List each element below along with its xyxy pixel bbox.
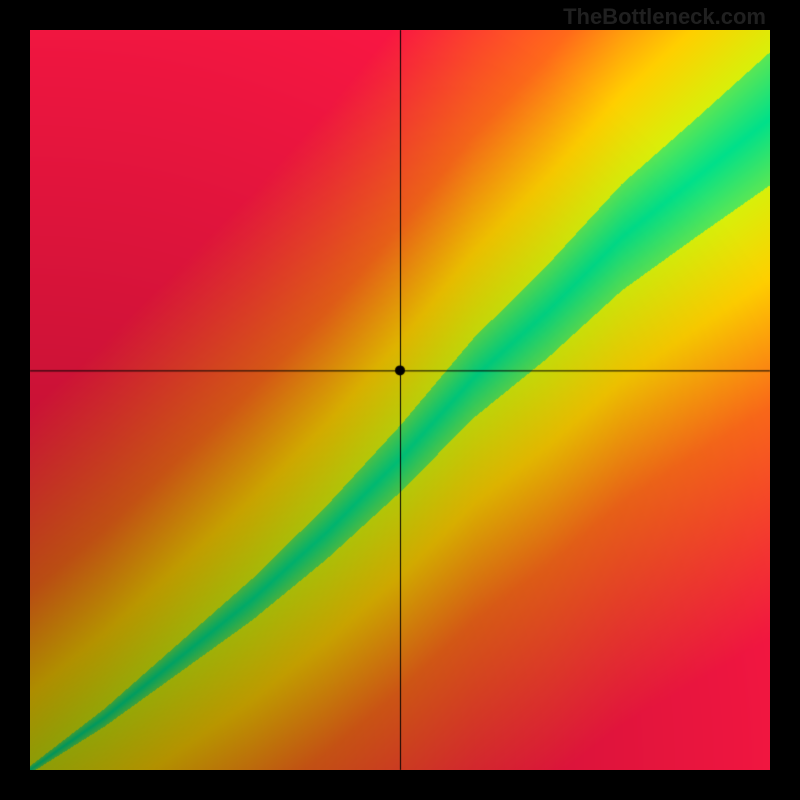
watermark-text: TheBottleneck.com [563, 4, 766, 30]
chart-container: TheBottleneck.com [0, 0, 800, 800]
crosshair-overlay [0, 0, 800, 800]
